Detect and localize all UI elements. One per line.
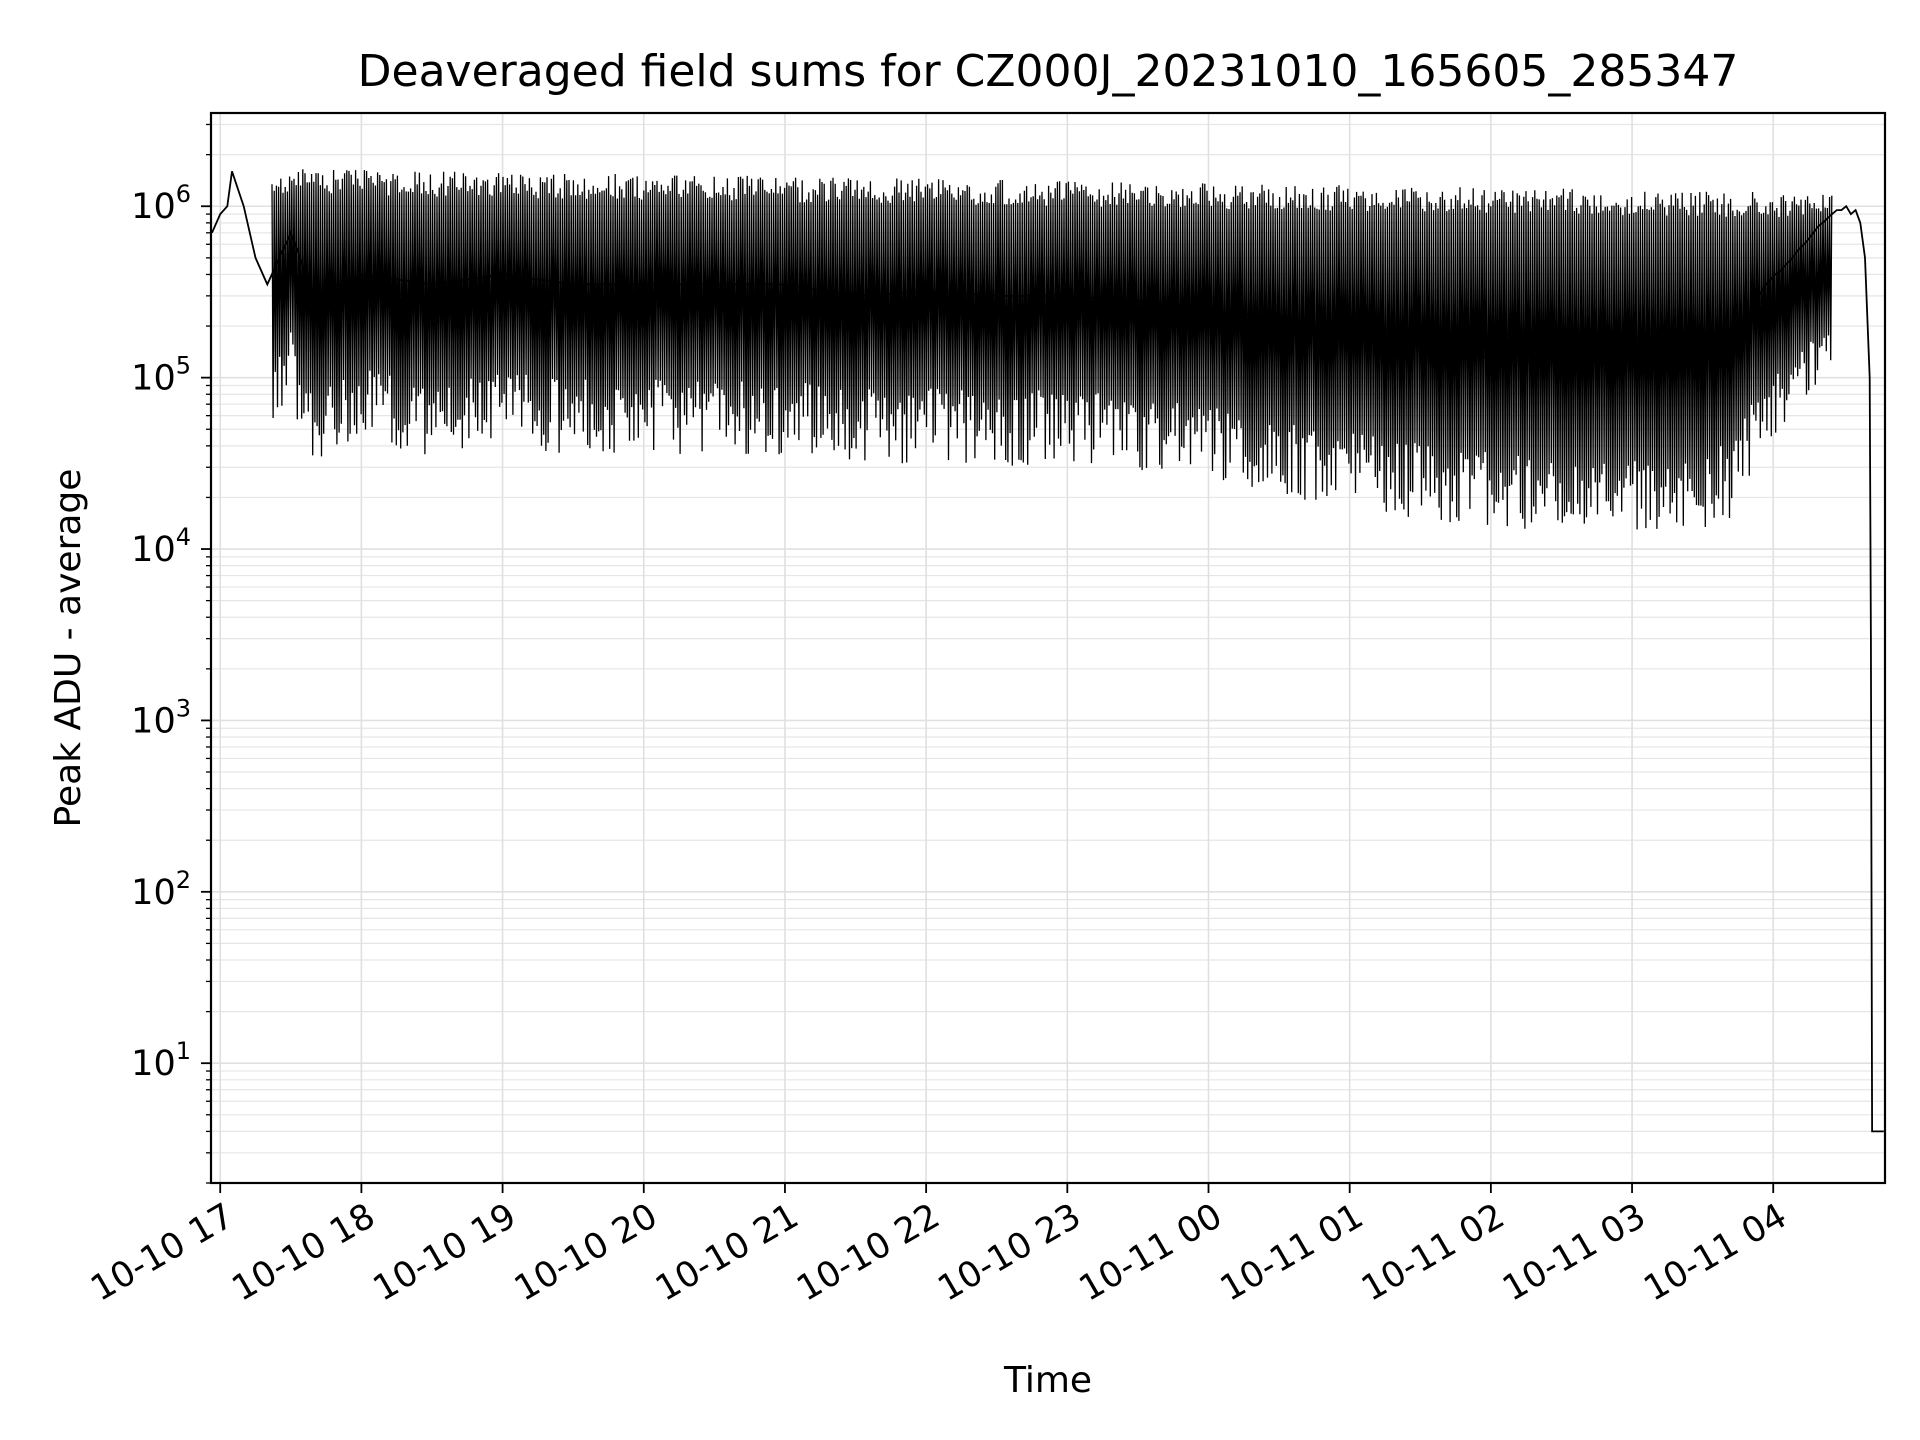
y-tick-label: 101 — [131, 1037, 191, 1084]
y-tick-exponent: 6 — [176, 180, 191, 208]
y-tick-base: 10 — [131, 1044, 176, 1084]
y-tick-exponent: 2 — [176, 866, 191, 894]
y-tick-exponent: 4 — [176, 523, 191, 551]
y-tick-base: 10 — [131, 187, 176, 227]
y-tick-base: 10 — [131, 359, 176, 399]
y-axis-label: Peak ADU - average — [48, 469, 89, 828]
y-tick-base: 10 — [131, 873, 176, 913]
y-tick-label: 106 — [131, 180, 191, 227]
series-noise-band — [271, 169, 1833, 530]
series-layer — [211, 169, 1884, 1133]
y-tick-exponent: 3 — [176, 694, 191, 722]
y-tick-label: 103 — [131, 694, 191, 741]
series-line — [211, 171, 1884, 1133]
axis-ticks — [201, 123, 1775, 1193]
chart-title: Deaveraged field sums for CZ000J_2023101… — [358, 46, 1739, 97]
x-axis-label: Time — [1003, 1360, 1092, 1401]
y-tick-base: 10 — [131, 530, 176, 570]
y-tick-base: 10 — [131, 701, 176, 741]
y-tick-exponent: 5 — [176, 352, 191, 380]
y-tick-exponent: 1 — [176, 1037, 191, 1065]
y-tick-label: 104 — [131, 523, 191, 570]
plot-frame — [209, 111, 1887, 1185]
y-tick-label: 105 — [131, 352, 191, 399]
y-tick-label: 102 — [131, 866, 191, 913]
